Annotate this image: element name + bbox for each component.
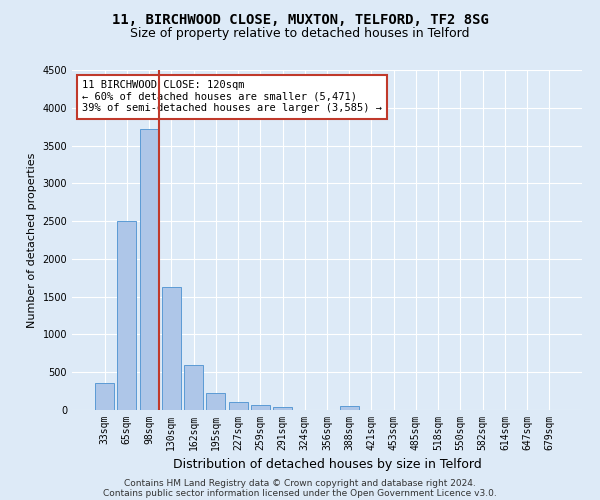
Bar	[340, 406, 359, 410]
Bar	[95, 383, 114, 410]
Bar	[184, 366, 203, 410]
Bar	[162, 287, 181, 410]
Bar	[118, 221, 136, 410]
Text: Contains public sector information licensed under the Open Government Licence v3: Contains public sector information licen…	[103, 488, 497, 498]
Bar	[140, 129, 158, 410]
Text: Contains HM Land Registry data © Crown copyright and database right 2024.: Contains HM Land Registry data © Crown c…	[124, 478, 476, 488]
Bar	[229, 402, 248, 410]
Bar	[206, 394, 225, 410]
Text: Size of property relative to detached houses in Telford: Size of property relative to detached ho…	[130, 28, 470, 40]
Y-axis label: Number of detached properties: Number of detached properties	[27, 152, 37, 328]
Bar	[251, 406, 270, 410]
Bar	[273, 408, 292, 410]
X-axis label: Distribution of detached houses by size in Telford: Distribution of detached houses by size …	[173, 458, 481, 471]
Text: 11 BIRCHWOOD CLOSE: 120sqm
← 60% of detached houses are smaller (5,471)
39% of s: 11 BIRCHWOOD CLOSE: 120sqm ← 60% of deta…	[82, 80, 382, 114]
Text: 11, BIRCHWOOD CLOSE, MUXTON, TELFORD, TF2 8SG: 11, BIRCHWOOD CLOSE, MUXTON, TELFORD, TF…	[112, 12, 488, 26]
